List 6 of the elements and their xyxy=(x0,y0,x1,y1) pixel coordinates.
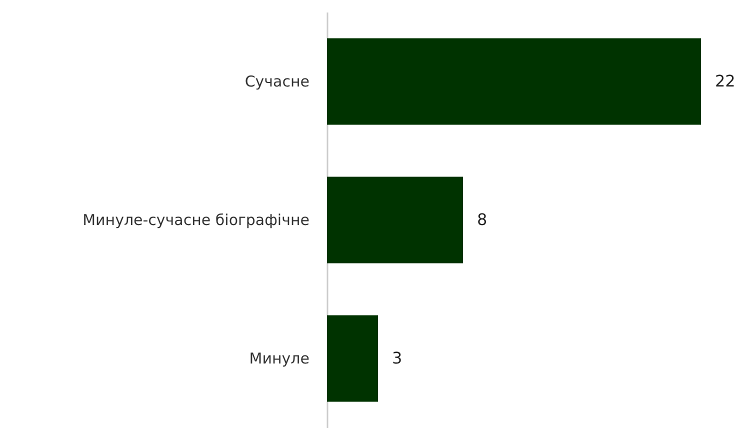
y-tick-label: Минуле xyxy=(249,349,310,368)
y-tick-label: Сучасне xyxy=(244,72,310,91)
data-label: 3 xyxy=(392,348,402,368)
data-label: 22 xyxy=(715,72,736,91)
y-tick-label: Минуле-сучасне біографічне xyxy=(82,211,310,229)
data-label: 8 xyxy=(477,210,488,229)
